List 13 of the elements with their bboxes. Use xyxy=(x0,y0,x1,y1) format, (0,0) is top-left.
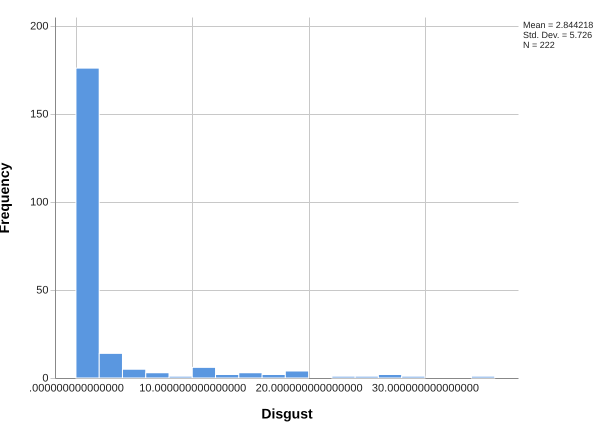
y-tick-label: 0 xyxy=(42,372,48,384)
x-tick-label: 10.000000000000000 xyxy=(139,382,246,394)
y-tick-label: 150 xyxy=(30,108,48,120)
x-tick-label: 30.000000000000000 xyxy=(372,382,479,394)
x-tick-label: .000000000000000 xyxy=(29,382,124,394)
text: N = 222 xyxy=(523,40,555,50)
text: Mean = 2.844218 xyxy=(523,20,594,30)
x-tick-label: 20.000000000000000 xyxy=(256,382,363,394)
text: Std. Dev. = 5.726 xyxy=(523,30,592,40)
y-tick-label: 50 xyxy=(36,284,48,296)
y-tick-label: 100 xyxy=(30,196,48,208)
y-tick-label: 200 xyxy=(30,20,48,32)
x-axis-title: Disgust xyxy=(261,406,314,422)
